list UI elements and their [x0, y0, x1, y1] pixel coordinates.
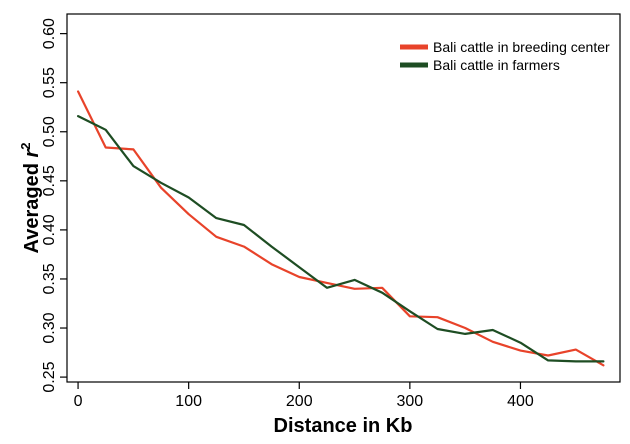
- series-line-2: [76, 114, 605, 363]
- y-tick-label: 0.50: [41, 116, 58, 147]
- y-axis-title: Averaged r2: [18, 143, 43, 254]
- series-layer: [76, 90, 605, 367]
- y-axis-title-exponent: 2: [18, 143, 33, 150]
- x-tick-label: 0: [74, 393, 83, 410]
- y-axis-title-variable: r: [21, 149, 43, 158]
- x-tick-label: 400: [507, 393, 534, 410]
- series-line-1: [76, 90, 605, 367]
- legend-label: Bali cattle in farmers: [433, 57, 560, 73]
- y-tick-label: 0.25: [41, 361, 58, 392]
- legend-label: Bali cattle in breeding center: [433, 39, 610, 55]
- y-tick-label: 0.40: [41, 214, 58, 245]
- x-axis-title: Distance in Kb: [274, 415, 413, 437]
- x-axis: 0 100 200 300 400: [74, 382, 534, 410]
- y-tick-label: 0.30: [41, 312, 58, 343]
- legend: Bali cattle in breeding center Bali cattl…: [400, 39, 610, 73]
- y-tick-label: 0.35: [41, 263, 58, 294]
- y-axis: 0.25 0.30 0.35 0.40 0.45 0.50 0.55 0.60: [41, 18, 67, 393]
- plot-frame: [66, 13, 621, 383]
- x-tick-label: 200: [286, 393, 313, 410]
- y-tick-label: 0.60: [41, 18, 58, 49]
- y-axis-title-main: Averaged: [21, 158, 43, 254]
- y-tick-label: 0.55: [41, 67, 58, 98]
- x-tick-label: 300: [397, 393, 424, 410]
- y-tick-label: 0.45: [41, 165, 58, 196]
- x-tick-label: 100: [175, 393, 202, 410]
